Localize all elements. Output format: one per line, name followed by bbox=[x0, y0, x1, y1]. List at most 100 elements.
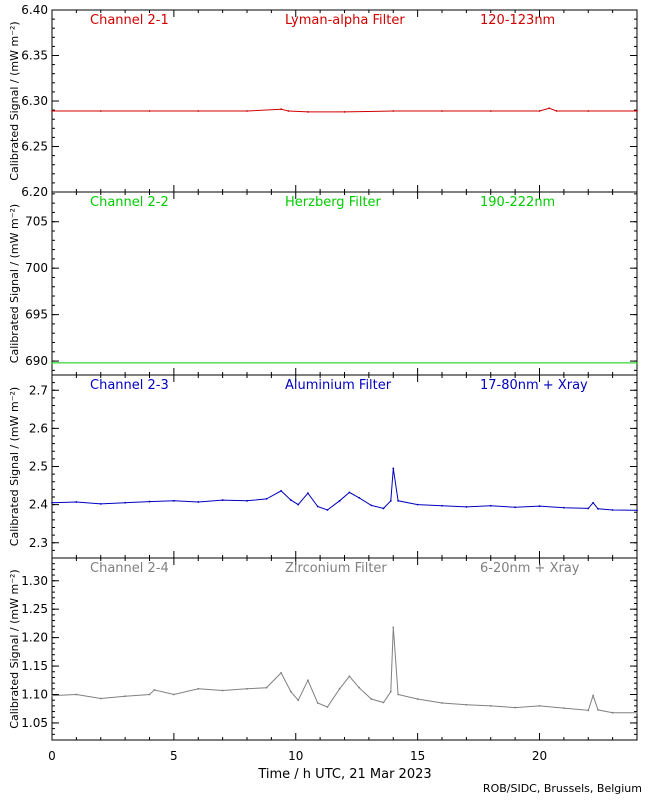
y-tick-label: 700 bbox=[25, 261, 48, 275]
data-point bbox=[392, 626, 395, 629]
series-line bbox=[51, 468, 638, 511]
data-point bbox=[392, 467, 395, 470]
panel-3: 2.3 2.4 2.5 2.6 2.7 Calibrated Signal / (mW m… bbox=[8, 374, 638, 559]
data-point bbox=[392, 110, 395, 112]
data-point bbox=[465, 703, 468, 706]
data-point bbox=[465, 506, 468, 508]
y-tick-label: 6.40 bbox=[21, 3, 48, 17]
data-point bbox=[246, 499, 248, 502]
panel-frame bbox=[51, 374, 638, 559]
data-point bbox=[489, 504, 492, 507]
x-tick-label: 5 bbox=[170, 749, 178, 763]
panel-band-label: 6-20nm + Xray bbox=[480, 561, 580, 576]
data-point bbox=[397, 499, 400, 502]
data-point bbox=[592, 501, 595, 504]
data-point bbox=[548, 107, 551, 110]
y-tick-label: 6.35 bbox=[21, 49, 48, 63]
data-point bbox=[597, 507, 599, 510]
data-point bbox=[397, 693, 400, 696]
data-point bbox=[358, 496, 361, 499]
x-tick-label: 0 bbox=[48, 749, 56, 763]
panel-band-label: 17-80nm + Xray bbox=[480, 378, 588, 393]
y-tick-label: 690 bbox=[25, 354, 48, 368]
data-point bbox=[99, 697, 102, 700]
data-point bbox=[389, 690, 392, 693]
data-point bbox=[280, 671, 283, 674]
data-point bbox=[538, 505, 541, 508]
data-point bbox=[338, 499, 341, 502]
panel-frame bbox=[51, 557, 638, 741]
data-point bbox=[172, 693, 175, 696]
data-point bbox=[416, 698, 419, 700]
y-axis-label: Calibrated Signal / (mW m⁻²) bbox=[8, 21, 21, 180]
y-tick-label: 2.7 bbox=[29, 383, 48, 397]
panel-band-label: 190-222nm bbox=[480, 195, 555, 210]
data-point bbox=[172, 499, 175, 502]
data-point bbox=[636, 362, 638, 364]
data-point bbox=[358, 686, 361, 689]
data-point bbox=[587, 709, 590, 712]
panel-channel-label: Channel 2-3 bbox=[90, 378, 169, 393]
y-axis-label: Calibrated Signal / (mW m⁻²) bbox=[8, 569, 21, 728]
data-point bbox=[148, 693, 151, 696]
data-point bbox=[75, 693, 78, 696]
data-point bbox=[538, 110, 541, 112]
data-point bbox=[51, 362, 53, 364]
y-tick-label: 1.30 bbox=[21, 574, 48, 588]
data-point bbox=[489, 704, 492, 707]
y-tick-label: 2.5 bbox=[29, 460, 48, 474]
data-point bbox=[338, 687, 341, 690]
data-point bbox=[289, 499, 292, 501]
data-point bbox=[441, 702, 443, 704]
data-point bbox=[246, 687, 248, 690]
data-point bbox=[416, 503, 419, 506]
y-tick-label: 2.3 bbox=[29, 536, 48, 550]
data-point bbox=[265, 498, 268, 500]
data-point bbox=[297, 503, 300, 506]
y-tick-label: 1.20 bbox=[21, 631, 48, 645]
data-point bbox=[221, 499, 224, 501]
data-point bbox=[265, 686, 268, 689]
x-tick-label: 10 bbox=[288, 749, 303, 763]
data-point bbox=[316, 702, 319, 704]
data-point bbox=[348, 675, 351, 678]
data-point bbox=[326, 509, 329, 511]
data-point bbox=[51, 694, 53, 697]
y-axis-label: Calibrated Signal / (mW m⁻²) bbox=[8, 387, 21, 546]
panel-filter-label: Lyman-alpha Filter bbox=[285, 13, 405, 28]
panel-2: 690 695 700 705 Calibrated Signal / (mW m⁻²)… bbox=[8, 191, 638, 376]
y-tick-label: 6.20 bbox=[21, 185, 48, 199]
data-point bbox=[348, 491, 351, 494]
data-point bbox=[514, 706, 517, 709]
data-point bbox=[587, 507, 590, 510]
data-point bbox=[562, 707, 565, 710]
data-point bbox=[514, 506, 517, 509]
data-point bbox=[197, 501, 200, 503]
panel-frame bbox=[51, 191, 638, 376]
data-point bbox=[124, 695, 127, 698]
data-point bbox=[307, 679, 309, 682]
data-point bbox=[280, 108, 283, 111]
data-point bbox=[441, 504, 443, 507]
panel-band-label: 120-123nm bbox=[480, 13, 555, 28]
x-axis: Time / h UTC, 21 Mar 2023 0 5 10 15 20 bbox=[48, 749, 547, 782]
data-point bbox=[370, 504, 373, 507]
y-tick-label: 705 bbox=[25, 215, 48, 229]
data-point bbox=[592, 694, 595, 697]
panel-filter-label: Aluminium Filter bbox=[285, 378, 392, 393]
y-tick-label: 2.4 bbox=[29, 498, 48, 512]
panel-filter-label: Herzberg Filter bbox=[285, 195, 382, 210]
data-point bbox=[51, 110, 53, 112]
data-point bbox=[382, 507, 385, 510]
y-tick-label: 1.05 bbox=[21, 716, 48, 730]
data-point bbox=[636, 110, 638, 112]
data-point bbox=[597, 708, 599, 711]
data-point bbox=[326, 706, 329, 708]
data-point bbox=[587, 110, 590, 112]
data-point bbox=[148, 110, 151, 112]
panel-channel-label: Channel 2-4 bbox=[90, 561, 169, 576]
data-point bbox=[297, 699, 300, 702]
